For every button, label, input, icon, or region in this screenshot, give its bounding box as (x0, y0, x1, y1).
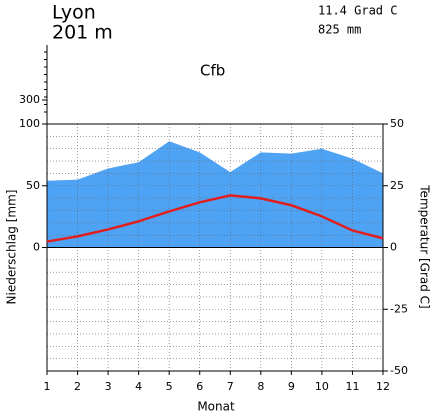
x-axis-label: Monat (197, 400, 235, 414)
y2-tick-label: 0 (390, 241, 397, 254)
y-tick-label: 50 (26, 179, 40, 192)
chart-title: Lyon (52, 2, 96, 24)
x-tick-label: 4 (135, 380, 142, 393)
x-tick-label: 10 (315, 380, 329, 393)
temp-line (46, 194, 384, 243)
y-tick-label: 300 (19, 93, 40, 106)
y2-tick-label: 25 (390, 179, 404, 192)
x-tick-label: 7 (227, 380, 234, 393)
x-tick-label: 2 (74, 380, 81, 393)
precip-area (47, 141, 383, 248)
x-tick-label: 11 (345, 380, 359, 393)
y2-tick-label: -50 (390, 364, 408, 377)
y-tick-label: 0 (33, 241, 40, 254)
y-axis-label: Niederschlag [mm] (5, 190, 19, 305)
x-tick-label: 1 (44, 380, 51, 393)
y2-axis-label: Temperatur [Grad C] (418, 184, 432, 308)
x-tick-label: 3 (105, 380, 112, 393)
chart-subtitle: 201 m (52, 22, 113, 44)
y2-tick-label: -25 (390, 302, 408, 315)
x-tick-label: 12 (376, 380, 390, 393)
mean-temp: 11.4 Grad C (318, 4, 397, 18)
x-tick-label: 6 (196, 380, 203, 393)
y-tick-label: 100 (19, 117, 40, 130)
annual-precip: 825 mm (318, 23, 361, 37)
x-tick-label: 5 (166, 380, 173, 393)
x-tick-label: 8 (257, 380, 264, 393)
y2-tick-label: 50 (390, 117, 404, 130)
climate-class: Cfb (200, 62, 225, 80)
x-tick-label: 9 (288, 380, 295, 393)
